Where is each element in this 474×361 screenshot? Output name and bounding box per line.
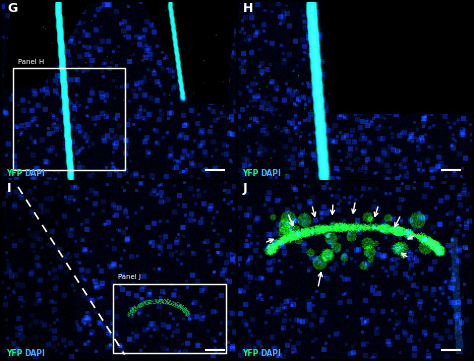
Bar — [13, 68, 125, 170]
Text: H: H — [243, 3, 253, 16]
Text: DAPI: DAPI — [24, 349, 45, 358]
Text: YFP: YFP — [6, 169, 22, 178]
Text: J: J — [243, 182, 247, 195]
Text: DAPI: DAPI — [24, 169, 45, 178]
Text: Panel H: Panel H — [18, 59, 45, 65]
Text: I: I — [7, 182, 11, 195]
Bar — [112, 283, 226, 353]
Text: YFP: YFP — [6, 349, 22, 358]
Text: DAPI: DAPI — [260, 169, 281, 178]
Text: YFP: YFP — [242, 169, 258, 178]
Text: Panel J: Panel J — [118, 274, 141, 280]
Text: DAPI: DAPI — [260, 349, 281, 358]
Text: G: G — [7, 3, 17, 16]
Text: YFP: YFP — [242, 349, 258, 358]
